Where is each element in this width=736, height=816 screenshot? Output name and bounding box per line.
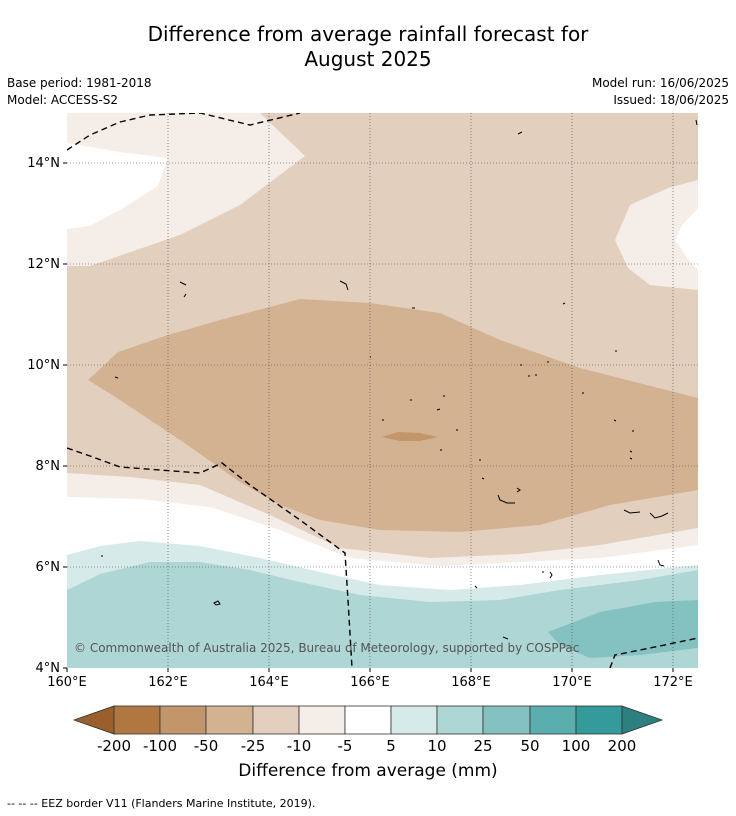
lat-label-10n: 10°N (27, 358, 60, 373)
colorbar-tick: -10 (286, 737, 312, 755)
colorbar-tick: 25 (473, 737, 493, 755)
meta-left: Base period: 1981-2018 Model: ACCESS-S2 (7, 75, 152, 109)
colorbar-segment-10 (529, 705, 577, 735)
colorbar-tick: -50 (193, 737, 219, 755)
title-line-1: Difference from average rainfall forecas… (147, 22, 589, 46)
lon-label-170e: 170°E (552, 675, 592, 690)
lat-label-6n: 6°N (35, 560, 61, 575)
contour-white-east (675, 208, 698, 270)
colorbar-tick: -25 (240, 737, 266, 755)
lat-label-14n: 14°N (27, 156, 60, 171)
colorbar-tick: 100 (561, 737, 591, 755)
colorbar (72, 705, 664, 735)
title-line-2: August 2025 (304, 47, 432, 71)
base-period: Base period: 1981-2018 (7, 76, 152, 90)
colorbar-segment-9 (482, 705, 531, 735)
eez-borders (67, 113, 698, 668)
colorbar-tick: 50 (520, 737, 540, 755)
colorbar-segment-1 (113, 705, 161, 735)
colorbar-segment-4 (252, 705, 300, 735)
colorbar-tick: -100 (142, 737, 178, 755)
colorbar-segment-8 (436, 705, 484, 735)
colorbar-high-extension (621, 705, 664, 735)
colorbar-tick: -200 (96, 737, 132, 755)
contour-white-west (67, 143, 168, 229)
colorbar-segment-5 (298, 705, 346, 735)
contour-light-west (67, 113, 305, 266)
contour-minus-100-to-minus-50 (382, 432, 438, 441)
model-name: Model: ACCESS-S2 (7, 93, 119, 107)
model-run: Model run: 16/06/2025 (591, 76, 729, 90)
colorbar-segment-7 (390, 705, 438, 735)
colorbar-tick: 10 (427, 737, 447, 755)
issued-date: Issued: 18/06/2025 (613, 93, 729, 107)
lon-label-168e: 168°E (451, 675, 491, 690)
copyright-notice: © Commonwealth of Australia 2025, Bureau… (74, 641, 580, 655)
colorbar-segment-11 (575, 705, 623, 735)
contour-light-east (615, 180, 698, 290)
lon-label-172e: 172°E (653, 675, 693, 690)
colorbar-segment-3 (205, 705, 254, 735)
map-title: Difference from average rainfall forecas… (0, 22, 736, 72)
colorbar-tick: 5 (386, 737, 396, 755)
lat-ticks (63, 162, 67, 669)
colorbar-tick: 200 (607, 737, 637, 755)
colorbar-title: Difference from average (mm) (238, 761, 498, 781)
lat-label-12n: 12°N (27, 257, 60, 272)
lon-label-160e: 160°E (47, 675, 87, 690)
colorbar-segment-2 (159, 705, 207, 735)
lon-label-164e: 164°E (249, 675, 289, 690)
colorbar-low-extension (72, 705, 115, 735)
colorbar-segment-6 (344, 705, 392, 735)
rainfall-contours (67, 113, 698, 668)
lon-label-166e: 166°E (350, 675, 390, 690)
contour-10-to-25 (67, 562, 698, 668)
contour-25-to-50 (548, 600, 698, 658)
colorbar-tick: -5 (337, 737, 353, 755)
eez-footnote: -- -- -- EEZ border V11 (Flanders Marine… (7, 797, 316, 810)
gridlines (67, 113, 698, 668)
contour-minus-50-to-minus-25 (88, 299, 698, 532)
lon-ticks (66, 668, 674, 672)
lon-label-162e: 162°E (148, 675, 188, 690)
islands (101, 119, 698, 640)
lat-label-8n: 8°N (35, 459, 61, 474)
meta-right: Model run: 16/06/2025 Issued: 18/06/2025 (592, 75, 729, 109)
lat-label-4n: 4°N (35, 661, 61, 676)
